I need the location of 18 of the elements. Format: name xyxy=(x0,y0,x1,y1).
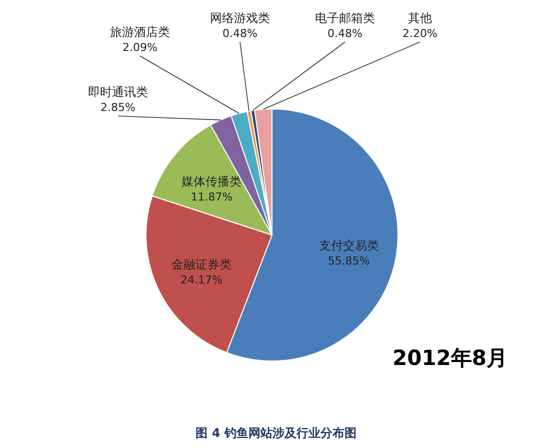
data-label: 2.09% xyxy=(122,41,158,54)
slice-label: 即时通讯类 xyxy=(88,85,148,99)
text: 2012年8月 xyxy=(392,346,508,370)
slice-label: 网络游戏类 xyxy=(210,11,270,25)
slice-label: 支付交易类 xyxy=(318,238,379,252)
data-label: 0.48% xyxy=(222,27,258,40)
caption: 图 4 钓鱼网站涉及行业分布图 xyxy=(196,426,356,440)
data-label: 0.48% xyxy=(328,27,362,40)
slice-label: 电子邮箱类 xyxy=(315,11,375,25)
slice-label: 其他 xyxy=(408,11,432,25)
slice-label: 媒体传播类 xyxy=(182,174,242,188)
data-label: 2.20% xyxy=(402,27,438,40)
data-label: 24.17% xyxy=(180,274,222,287)
slice-label: 金融证券类 xyxy=(171,258,232,272)
data-label: 11.87% xyxy=(190,190,233,204)
data-label: 2.85% xyxy=(100,101,136,114)
slice-label: 旅游酒店类 xyxy=(110,25,170,39)
data-label: 55.85% xyxy=(328,254,370,268)
